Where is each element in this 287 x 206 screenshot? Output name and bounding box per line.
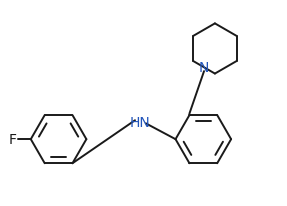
Text: N: N bbox=[199, 61, 209, 75]
Text: HN: HN bbox=[130, 115, 151, 129]
Text: F: F bbox=[9, 132, 17, 146]
